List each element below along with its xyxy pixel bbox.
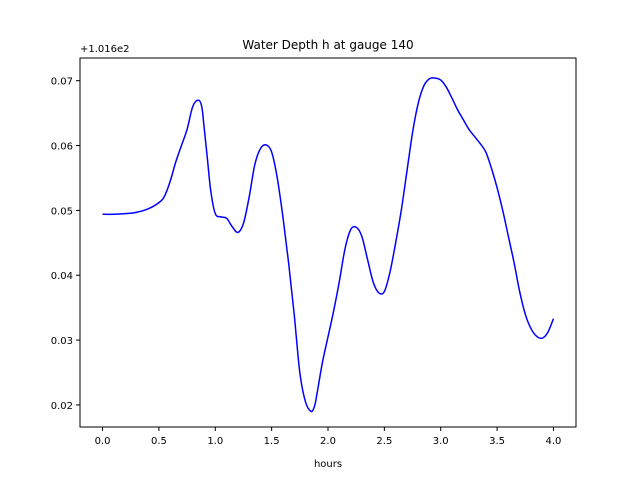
x-tick-label: 3.5 xyxy=(489,436,505,447)
series-line xyxy=(102,77,555,413)
y-tick-label: 0.07 xyxy=(51,77,73,88)
x-tick-label: 2.0 xyxy=(320,436,336,447)
x-tick-label: 3.0 xyxy=(433,436,449,447)
x-axis: 0.0 0.5 1.0 1.5 2.0 2.5 3.0 3.5 4.0 xyxy=(95,427,562,447)
y-axis: 0.02 0.03 0.04 0.05 0.06 0.07 xyxy=(51,77,80,412)
x-tick-label: 4.0 xyxy=(546,436,562,447)
x-tick-label: 1.0 xyxy=(207,436,223,447)
y-tick-label: 0.02 xyxy=(51,401,73,412)
y-tick-label: 0.05 xyxy=(51,206,73,217)
x-tick-label: 0.5 xyxy=(151,436,167,447)
y-tick-label: 0.06 xyxy=(51,142,73,153)
y-tick-label: 0.04 xyxy=(51,271,73,282)
y-tick-label: 0.03 xyxy=(51,336,73,347)
y-offset-label: +1.016e2 xyxy=(80,44,130,55)
chart-title: Water Depth h at gauge 140 xyxy=(242,38,413,52)
x-tick-label: 1.5 xyxy=(264,436,280,447)
x-axis-label: hours xyxy=(314,459,342,470)
x-tick-label: 0.0 xyxy=(95,436,111,447)
x-tick-label: 2.5 xyxy=(376,436,392,447)
